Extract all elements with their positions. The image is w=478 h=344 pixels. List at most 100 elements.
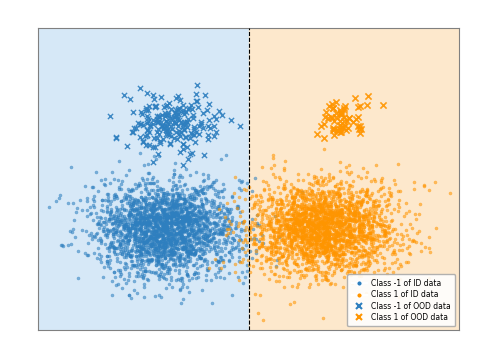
Class -1 of ID data <box>185 200 193 205</box>
Class 1 of ID data <box>256 236 264 241</box>
Class -1 of ID data <box>225 250 232 255</box>
Class 1 of ID data <box>252 257 260 262</box>
Class -1 of ID data <box>167 252 174 257</box>
Class 1 of ID data <box>263 215 271 221</box>
Class 1 of ID data <box>349 205 357 211</box>
Class 1 of ID data <box>359 247 367 253</box>
Class -1 of ID data <box>174 217 182 223</box>
Class -1 of ID data <box>74 248 82 254</box>
Class -1 of ID data <box>220 236 228 242</box>
Class -1 of ID data <box>237 179 245 185</box>
Class 1 of ID data <box>337 179 345 184</box>
Class -1 of ID data <box>151 240 158 246</box>
Class 1 of ID data <box>287 212 295 217</box>
Class -1 of ID data <box>235 254 242 260</box>
Class -1 of ID data <box>181 262 188 268</box>
Class 1 of ID data <box>293 221 301 226</box>
Class -1 of OOD data <box>139 111 146 117</box>
Class 1 of ID data <box>306 252 314 258</box>
Class -1 of ID data <box>180 201 188 206</box>
Class -1 of ID data <box>183 166 190 172</box>
Class 1 of ID data <box>408 238 416 244</box>
Class 1 of ID data <box>346 208 353 214</box>
Class -1 of ID data <box>219 204 227 210</box>
Class 1 of ID data <box>315 204 323 209</box>
Class 1 of ID data <box>376 244 383 249</box>
Class -1 of ID data <box>114 268 121 273</box>
Class -1 of ID data <box>177 230 185 236</box>
Class -1 of ID data <box>214 203 222 209</box>
Class -1 of ID data <box>194 234 201 240</box>
Class 1 of ID data <box>338 257 346 263</box>
Class -1 of ID data <box>117 198 125 203</box>
Class -1 of ID data <box>190 262 197 268</box>
Class 1 of ID data <box>334 256 341 262</box>
Class -1 of ID data <box>124 225 132 230</box>
Class -1 of ID data <box>140 230 148 236</box>
Class 1 of ID data <box>259 179 266 184</box>
Class -1 of ID data <box>140 214 147 220</box>
Class 1 of ID data <box>322 233 329 239</box>
Class 1 of ID data <box>355 252 363 257</box>
Class 1 of ID data <box>227 222 235 227</box>
Class -1 of ID data <box>133 197 141 202</box>
Class -1 of ID data <box>141 215 149 221</box>
Class -1 of ID data <box>137 204 145 210</box>
Class -1 of ID data <box>155 218 163 224</box>
Class -1 of ID data <box>174 231 182 237</box>
Class 1 of ID data <box>315 202 323 207</box>
Class -1 of ID data <box>103 233 111 238</box>
Class -1 of ID data <box>173 202 181 207</box>
Class -1 of ID data <box>194 189 201 194</box>
Class 1 of ID data <box>358 230 366 235</box>
Class -1 of ID data <box>200 184 208 190</box>
Class 1 of ID data <box>311 222 319 228</box>
Class 1 of ID data <box>274 228 282 234</box>
Class -1 of ID data <box>199 227 206 233</box>
Class 1 of ID data <box>348 218 356 224</box>
Class 1 of ID data <box>282 247 290 252</box>
Class -1 of ID data <box>112 222 120 228</box>
Class 1 of ID data <box>293 269 300 274</box>
Class 1 of ID data <box>324 201 331 207</box>
Class -1 of ID data <box>120 217 128 223</box>
Class 1 of ID data <box>310 239 317 244</box>
Class 1 of ID data <box>368 228 376 234</box>
Class -1 of ID data <box>171 217 178 222</box>
Class 1 of ID data <box>367 229 374 235</box>
Class -1 of ID data <box>129 202 137 208</box>
Class -1 of ID data <box>155 277 163 282</box>
Class 1 of ID data <box>251 233 259 238</box>
Class -1 of ID data <box>171 232 179 237</box>
Class 1 of ID data <box>272 200 280 205</box>
Class 1 of ID data <box>308 258 315 264</box>
Class 1 of ID data <box>289 223 297 229</box>
Class 1 of ID data <box>297 191 304 196</box>
Class -1 of ID data <box>185 252 192 258</box>
Class 1 of ID data <box>323 202 330 207</box>
Class 1 of ID data <box>313 240 320 246</box>
Class -1 of ID data <box>191 251 199 257</box>
Class -1 of OOD data <box>212 129 220 135</box>
Class -1 of ID data <box>154 254 162 260</box>
Class -1 of ID data <box>181 239 188 245</box>
Class 1 of ID data <box>305 217 313 223</box>
Class -1 of ID data <box>140 245 147 251</box>
Class -1 of ID data <box>165 247 173 252</box>
Class 1 of ID data <box>320 199 327 204</box>
Class -1 of ID data <box>202 230 210 235</box>
Class -1 of ID data <box>189 209 196 215</box>
Class 1 of ID data <box>321 227 328 233</box>
Class 1 of ID data <box>308 257 316 262</box>
Class 1 of ID data <box>317 245 325 250</box>
Class -1 of ID data <box>189 227 196 232</box>
Class -1 of ID data <box>169 192 176 198</box>
Class -1 of ID data <box>188 246 196 251</box>
Class 1 of ID data <box>385 230 392 235</box>
Class 1 of ID data <box>272 237 279 243</box>
Class 1 of ID data <box>315 224 322 229</box>
Class -1 of ID data <box>206 227 214 232</box>
Class -1 of ID data <box>161 197 168 203</box>
Class 1 of ID data <box>406 221 413 226</box>
Class -1 of ID data <box>254 212 261 218</box>
